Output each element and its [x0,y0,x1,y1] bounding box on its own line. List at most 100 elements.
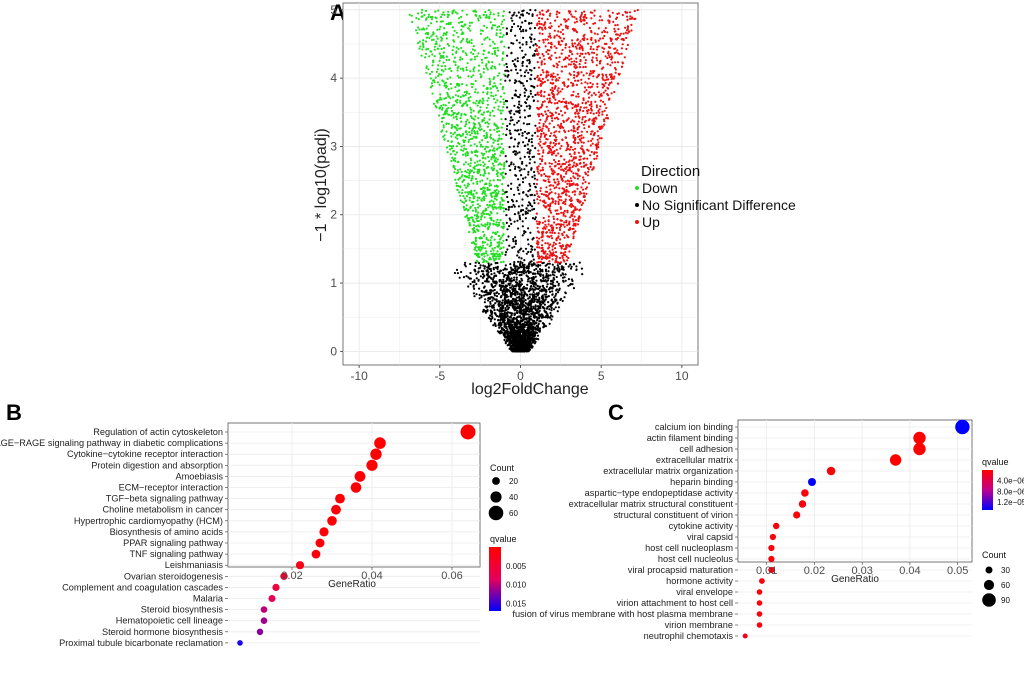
volcano-point [552,226,555,229]
volcano-point [574,115,577,118]
volcano-point [603,103,607,106]
volcano-point [517,25,520,28]
volcano-point [529,250,532,253]
volcano-point [567,284,570,287]
volcano-point [466,103,469,106]
volcano-point [540,269,543,272]
volcano-point [462,276,466,279]
volcano-point [597,91,601,94]
volcano-point [498,300,501,303]
volcano-point [492,231,495,234]
volcano-point [442,103,445,106]
volcano-point [499,32,502,35]
volcano-point [506,311,509,314]
volcano-point [499,162,502,165]
volcano-point [589,111,592,114]
volcano-point [468,196,471,199]
volcano-point [518,183,521,186]
volcano-point [564,273,567,276]
volcano-point [543,62,546,65]
volcano-point [538,126,541,129]
volcano-point [514,239,518,242]
volcano-point [521,263,524,266]
volcano-point [533,293,536,296]
volcano-point [559,90,562,93]
volcano-point [530,285,533,288]
volcano-point [486,91,489,94]
volcano-point [498,257,501,260]
volcano-point [499,100,502,103]
volcano-point [480,199,483,202]
volcano-point [559,238,562,241]
volcano-point [513,22,516,26]
volcano-point [578,261,581,264]
volcano-point [502,133,505,136]
volcano-point [485,279,488,283]
volcano-point [538,20,541,23]
volcano-point [420,11,423,14]
volcano-point [490,199,493,202]
volcano-point [518,96,521,99]
volcano-point [558,256,562,260]
volcano-point [502,278,505,281]
volcano-point [445,130,448,133]
volcano-point [599,37,602,40]
volcano-point [484,121,487,125]
volcano-point [575,268,578,272]
volcano-point [491,296,494,299]
volcano-point [425,27,428,30]
volcano-point [633,9,636,13]
volcano-point [450,135,453,138]
volcano-point [427,24,430,27]
volcano-point [530,73,533,76]
volcano-point [458,17,461,20]
volcano-point [561,276,565,279]
volcano-point [536,317,539,320]
volcano-point [487,97,490,100]
volcano-point [548,197,551,201]
volcano-point [525,207,528,210]
volcano-point [417,26,420,29]
volcano-point [530,22,533,25]
volcano-point [498,35,502,39]
volcano-point [451,26,454,29]
volcano-point [483,169,486,173]
volcano-point [478,64,481,67]
volcano-point [442,47,446,50]
volcano-point [544,120,547,123]
volcano-point [532,311,535,314]
volcano-point [534,185,537,188]
volcano-point [467,208,470,211]
volcano-point [524,212,527,215]
volcano-point [533,207,536,211]
volcano-point [493,288,496,292]
volcano-point [487,61,490,64]
volcano-point [430,18,433,21]
volcano-point [492,167,496,170]
volcano-point [542,323,546,326]
volcano-point [526,294,529,297]
volcano-point [496,46,499,49]
volcano-point [485,289,488,292]
volcano-point [495,124,498,127]
volcano-point [526,11,529,14]
volcano-point [622,32,625,35]
volcano-point [556,291,560,294]
volcano-point [537,306,540,309]
volcano-point [527,297,530,300]
volcano-point [542,279,545,282]
volcano-point [506,301,509,304]
volcano-point [529,114,532,117]
volcano-point [518,256,521,259]
volcano-point [448,67,451,70]
volcano-point [444,65,447,68]
volcano-point [493,97,496,101]
volcano-point [521,225,525,228]
volcano-point [514,349,517,352]
volcano-point [468,131,471,134]
volcano-point [464,102,467,105]
volcano-point [521,318,524,321]
volcano-point [589,144,592,147]
volcano-point [449,97,452,100]
volcano-point [424,40,428,43]
